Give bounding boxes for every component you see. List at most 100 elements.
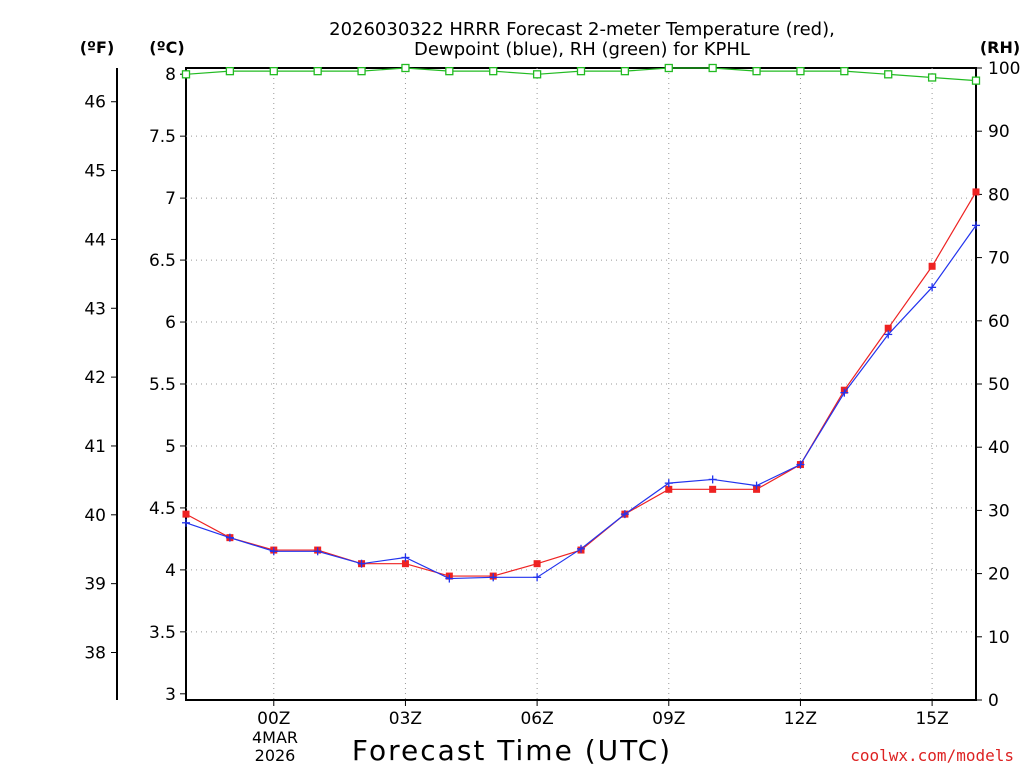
rh-point xyxy=(357,67,366,76)
series-layer xyxy=(181,63,981,583)
rh-axis: 0 10 20 30 40 50 60 70 80 90 100 xyxy=(976,59,1020,711)
dewpoint-point xyxy=(796,460,805,469)
rh-point xyxy=(225,67,235,76)
dewpoint-line xyxy=(185,225,977,580)
rh-point xyxy=(532,70,542,79)
rh-tick-label: 90 xyxy=(988,122,1010,142)
rh-tick-label: 60 xyxy=(988,312,1010,332)
celsius-unit-label: (ºC) xyxy=(149,38,184,57)
rh-point xyxy=(576,67,586,76)
rh-unit-label: (RH) xyxy=(980,38,1020,57)
rh-tick-label: 70 xyxy=(988,249,1010,269)
temperature-point xyxy=(182,510,190,518)
rh-tick-label: 40 xyxy=(988,438,1010,458)
rh-point xyxy=(708,63,717,73)
fahrenheit-tick-label: 40 xyxy=(84,506,106,526)
dewpoint-point xyxy=(533,573,542,582)
celsius-tick-label: 4.5 xyxy=(149,499,176,519)
celsius-axis: 3 3.5 4 4.5 5 5.5 6 6.5 7 7.5 8 xyxy=(149,65,186,705)
fahrenheit-tick-label: 38 xyxy=(84,643,106,663)
date-label-day: 4MAR xyxy=(252,728,298,747)
dewpoint-point xyxy=(269,547,278,556)
dewpoint-point xyxy=(489,573,498,582)
dewpoint-point xyxy=(620,510,629,519)
fahrenheit-tick-label: 45 xyxy=(84,162,106,182)
time-tick-label: 09Z xyxy=(652,709,685,729)
rh-point xyxy=(752,67,761,76)
celsius-tick-label: 5.5 xyxy=(149,375,176,395)
rh-point xyxy=(401,63,410,73)
dewpoint-point xyxy=(401,553,410,562)
celsius-tick-label: 3.5 xyxy=(149,623,176,643)
rh-point xyxy=(664,63,673,73)
rh-tick-label: 20 xyxy=(988,565,1010,585)
rh-point xyxy=(489,67,498,76)
rh-point xyxy=(840,67,849,76)
dewpoint-point xyxy=(664,479,673,488)
dewpoint-series xyxy=(182,221,980,583)
dewpoint-point xyxy=(313,547,322,556)
celsius-tick-label: 7.5 xyxy=(149,127,176,147)
celsius-tick-label: 6.5 xyxy=(149,251,176,271)
temperature-point xyxy=(401,560,409,568)
time-tick-label: 03Z xyxy=(389,709,422,729)
x-axis-title: Forecast Time (UTC) xyxy=(352,734,672,767)
rh-tick-label: 30 xyxy=(988,501,1010,521)
rh-series xyxy=(181,63,981,85)
rh-point xyxy=(884,70,893,79)
fahrenheit-tick-label: 39 xyxy=(84,575,106,595)
temperature-point xyxy=(928,262,936,270)
rh-point xyxy=(445,67,454,76)
celsius-tick-label: 3 xyxy=(165,685,176,705)
rh-point xyxy=(269,67,278,76)
dewpoint-point xyxy=(182,518,190,527)
rh-point xyxy=(620,67,630,76)
time-tick-label: 15Z xyxy=(915,709,948,729)
rh-point xyxy=(181,70,191,79)
dewpoint-point xyxy=(928,283,937,292)
fahrenheit-tick-label: 44 xyxy=(84,230,106,250)
rh-point xyxy=(971,76,981,85)
dewpoint-point xyxy=(577,544,585,553)
celsius-tick-label: 8 xyxy=(165,65,176,85)
rh-tick-label: 10 xyxy=(988,628,1010,648)
celsius-tick-label: 7 xyxy=(165,189,176,209)
dewpoint-point xyxy=(445,574,454,583)
rh-point xyxy=(927,73,937,82)
time-axis: 00Z 03Z 06Z 09Z 12Z 15Z xyxy=(257,700,949,729)
date-label-year: 2026 xyxy=(255,746,296,765)
chart-title-line1: 2026030322 HRRR Forecast 2-meter Tempera… xyxy=(329,19,835,40)
rh-point xyxy=(796,67,805,76)
dewpoint-point xyxy=(972,221,980,230)
chart-title-line2: Dewpoint (blue), RH (green) for KPHL xyxy=(414,39,750,60)
fahrenheit-tick-label: 43 xyxy=(84,299,106,319)
celsius-tick-label: 5 xyxy=(165,437,176,457)
celsius-tick-label: 4 xyxy=(165,561,176,581)
rh-point xyxy=(313,67,322,76)
temperature-point xyxy=(665,485,673,493)
fahrenheit-axis: 38 39 40 41 42 43 44 45 46 xyxy=(84,93,117,663)
watermark: coolwx.com/models xyxy=(850,746,1014,765)
temperature-point xyxy=(533,560,541,568)
time-tick-label: 12Z xyxy=(784,709,817,729)
temperature-point xyxy=(709,485,717,493)
dewpoint-point xyxy=(357,559,366,568)
rh-tick-label: 80 xyxy=(988,185,1010,205)
dewpoint-point xyxy=(840,388,849,397)
rh-tick-label: 50 xyxy=(988,375,1010,395)
temperature-point xyxy=(972,188,980,196)
time-tick-label: 00Z xyxy=(257,709,290,729)
time-tick-label: 06Z xyxy=(520,709,553,729)
gridlines xyxy=(186,68,976,700)
rh-tick-label: 0 xyxy=(988,691,999,711)
dewpoint-point xyxy=(752,481,761,490)
temperature-point xyxy=(884,324,892,332)
rh-tick-label: 100 xyxy=(988,59,1020,79)
celsius-tick-label: 6 xyxy=(165,313,176,333)
dewpoint-point xyxy=(225,533,234,542)
fahrenheit-unit-label: (ºF) xyxy=(80,38,115,57)
fahrenheit-tick-label: 41 xyxy=(84,437,106,457)
fahrenheit-tick-label: 42 xyxy=(84,368,106,388)
fahrenheit-tick-label: 46 xyxy=(84,93,106,113)
